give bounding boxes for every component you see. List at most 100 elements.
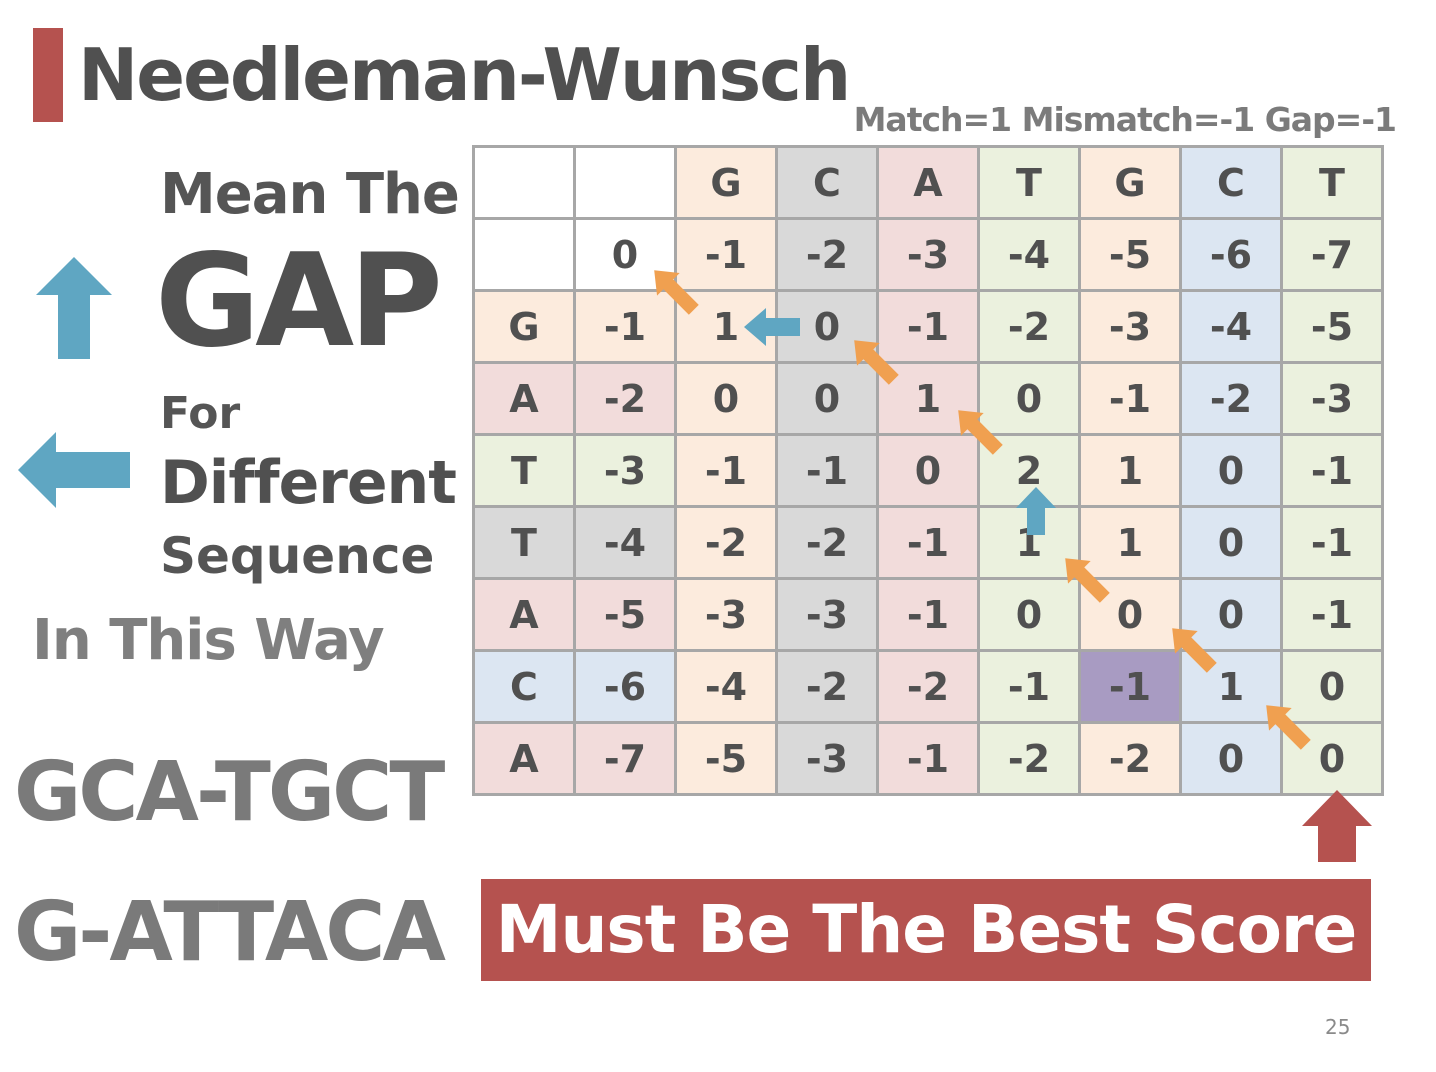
gap-text: GAP <box>155 227 443 376</box>
arrow-up-icon <box>34 255 114 365</box>
matrix-row: A -2 0 0 1 0 -1 -2 -3 <box>472 361 1384 436</box>
matrix-cell: -1 <box>1280 433 1384 508</box>
matrix-cell: -4 <box>1179 289 1283 364</box>
matrix-cell: -1 <box>876 577 980 652</box>
matrix-header-cell: T <box>977 145 1081 220</box>
matrix-row-label: A <box>472 721 576 796</box>
matrix-header-cell: C <box>1179 145 1283 220</box>
matrix-cell: -3 <box>775 577 879 652</box>
matrix-cell: -2 <box>674 505 778 580</box>
matrix-cell: 1 <box>1179 649 1283 724</box>
matrix-cell: -1 <box>876 505 980 580</box>
matrix-row: A -5 -3 -3 -1 0 0 0 -1 <box>472 577 1384 652</box>
matrix-cell: 0 <box>1280 721 1384 796</box>
matrix-cell: -4 <box>573 505 677 580</box>
matrix-row-label: C <box>472 649 576 724</box>
matrix-row-label: A <box>472 577 576 652</box>
scoring-parameters: Match=1 Mismatch=-1 Gap=-1 <box>853 100 1397 139</box>
matrix-cell: -2 <box>775 217 879 292</box>
matrix-cell: -6 <box>573 649 677 724</box>
title-accent-bar <box>33 28 63 122</box>
matrix-cell: -1 <box>775 433 879 508</box>
matrix-cell: -3 <box>573 433 677 508</box>
matrix-cell: -2 <box>573 361 677 436</box>
matrix-header-cell: A <box>876 145 980 220</box>
matrix-row-label: T <box>472 505 576 580</box>
matrix-cell: -3 <box>876 217 980 292</box>
matrix-cell: -1 <box>876 721 980 796</box>
matrix-cell: 0 <box>876 433 980 508</box>
matrix-header-cell: T <box>1280 145 1384 220</box>
matrix-cell: 0 <box>674 361 778 436</box>
matrix-cell: -3 <box>1078 289 1182 364</box>
matrix-cell: -1 <box>977 649 1081 724</box>
matrix-cell: -2 <box>775 649 879 724</box>
matrix-cell: -3 <box>775 721 879 796</box>
best-score-banner: Must Be The Best Score <box>481 879 1371 981</box>
matrix-cell: 1 <box>977 505 1081 580</box>
matrix-cell: -2 <box>977 289 1081 364</box>
matrix-cell: 0 <box>977 577 1081 652</box>
matrix-row-label: G <box>472 289 576 364</box>
matrix-cell: -7 <box>1280 217 1384 292</box>
matrix-cell: -5 <box>674 721 778 796</box>
matrix-header-cell <box>472 145 576 220</box>
matrix-cell: -1 <box>1280 505 1384 580</box>
matrix-header-cell: C <box>775 145 879 220</box>
matrix-cell: -2 <box>1078 721 1182 796</box>
matrix-cell: -1 <box>1280 577 1384 652</box>
different-text: Different <box>160 448 457 518</box>
matrix-row-label <box>472 217 576 292</box>
aligned-sequence-2: G-ATTACA <box>14 885 446 980</box>
for-text: For <box>160 388 241 439</box>
matrix-cell: -4 <box>977 217 1081 292</box>
matrix-cell: 0 <box>573 217 677 292</box>
matrix-row: C -6 -4 -2 -2 -1 -1 1 0 <box>472 649 1384 724</box>
matrix-row-label: A <box>472 361 576 436</box>
matrix-cell: 1 <box>876 361 980 436</box>
matrix-cell: 0 <box>775 361 879 436</box>
matrix-row: T -4 -2 -2 -1 1 1 0 -1 <box>472 505 1384 580</box>
matrix-row: G -1 1 0 -1 -2 -3 -4 -5 <box>472 289 1384 364</box>
matrix-cell: -1 <box>876 289 980 364</box>
matrix-cell: 0 <box>1078 577 1182 652</box>
matrix-cell: 0 <box>1280 649 1384 724</box>
matrix-cell: -1 <box>1078 649 1182 724</box>
score-pointer-arrow-icon <box>1302 790 1372 862</box>
mean-the-text: Mean The <box>160 162 460 227</box>
matrix-row-label: T <box>472 433 576 508</box>
matrix-row: 0 -1 -2 -3 -4 -5 -6 -7 <box>472 217 1384 292</box>
matrix-cell: -1 <box>674 433 778 508</box>
matrix-cell: 2 <box>977 433 1081 508</box>
matrix-cell: -5 <box>1280 289 1384 364</box>
matrix-cell: -7 <box>573 721 677 796</box>
matrix-cell: 1 <box>1078 433 1182 508</box>
matrix-cell: -2 <box>775 505 879 580</box>
matrix-row: T -3 -1 -1 0 2 1 0 -1 <box>472 433 1384 508</box>
arrow-left-icon <box>16 430 132 514</box>
matrix-cell: 0 <box>775 289 879 364</box>
matrix-cell: -1 <box>573 289 677 364</box>
matrix-row: A -7 -5 -3 -1 -2 -2 0 0 <box>472 721 1384 796</box>
matrix-cell: -2 <box>1179 361 1283 436</box>
matrix-cell: 0 <box>1179 505 1283 580</box>
matrix-cell: 1 <box>674 289 778 364</box>
page-title: Needleman-Wunsch <box>78 33 851 117</box>
aligned-sequence-1: GCA-TGCT <box>14 745 445 840</box>
matrix-cell: 0 <box>1179 721 1283 796</box>
matrix-header-cell <box>573 145 677 220</box>
matrix-cell: 1 <box>1078 505 1182 580</box>
matrix-cell: -4 <box>674 649 778 724</box>
sequence-text: Sequence <box>160 527 435 585</box>
page-number: 25 <box>1325 1015 1351 1039</box>
in-this-way-text: In This Way <box>32 608 385 673</box>
matrix-cell: -1 <box>674 217 778 292</box>
matrix-cell: -5 <box>573 577 677 652</box>
matrix-cell: -3 <box>1280 361 1384 436</box>
matrix-cell: -3 <box>674 577 778 652</box>
matrix-cell: 0 <box>1179 577 1283 652</box>
matrix-header-cell: G <box>674 145 778 220</box>
matrix-cell: 0 <box>1179 433 1283 508</box>
matrix-cell: -2 <box>977 721 1081 796</box>
